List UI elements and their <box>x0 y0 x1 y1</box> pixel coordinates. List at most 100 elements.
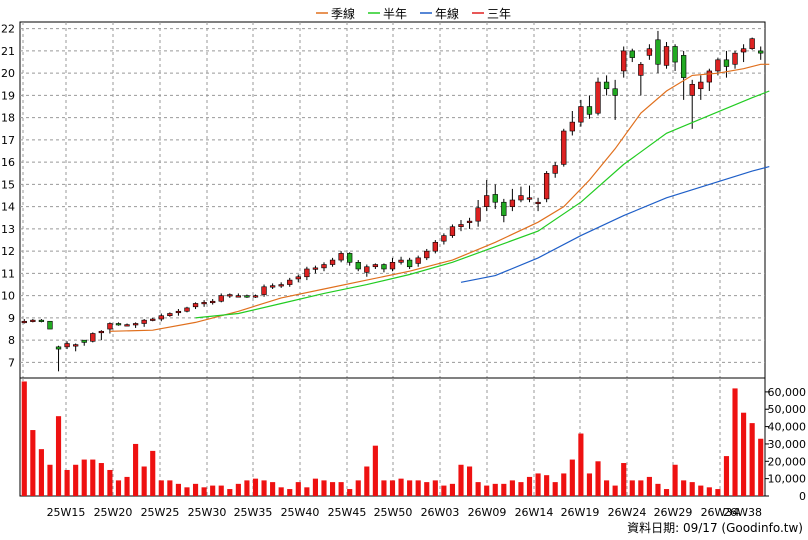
volume-bar <box>432 480 438 496</box>
x-tick-label: 25W40 <box>281 506 320 519</box>
volume-bar <box>509 480 515 496</box>
candle-body <box>723 59 730 67</box>
x-tick-label: 26W24 <box>608 506 647 519</box>
volume-bar <box>355 480 361 496</box>
candle-body <box>586 106 593 115</box>
candle-body <box>398 259 404 263</box>
volume-bar <box>287 489 293 496</box>
volume-bar <box>578 433 584 496</box>
volume-bar <box>612 485 618 496</box>
volume-bar <box>526 476 533 496</box>
volume-bar <box>81 459 87 496</box>
volume-tick-label: 40,000 <box>768 421 807 434</box>
candle-body <box>132 323 139 326</box>
volume-bar <box>244 480 250 496</box>
candle-body <box>569 121 575 132</box>
candle-body <box>381 264 387 270</box>
candle-body <box>646 48 653 56</box>
candle-body <box>261 286 267 295</box>
volume-bar <box>201 487 207 496</box>
candle-body <box>355 261 361 270</box>
volume-bar <box>415 480 421 496</box>
x-tick-label: 25W35 <box>234 506 273 519</box>
candle-body <box>21 320 27 324</box>
candle-body <box>466 220 473 223</box>
price-tick-label: 20 <box>1 67 15 80</box>
candle-body <box>578 106 584 123</box>
price-tick-label: 21 <box>1 45 15 58</box>
volume-bar <box>672 464 678 496</box>
candle-body <box>30 319 36 322</box>
candle-body <box>244 295 250 298</box>
volume-bar <box>381 480 387 496</box>
volume-bar <box>21 381 27 496</box>
volume-bar <box>749 423 755 496</box>
volume-bar <box>449 483 456 496</box>
candle-body <box>227 294 233 297</box>
volume-bar <box>295 482 301 496</box>
candle-body <box>663 46 670 66</box>
candle-body <box>295 276 301 280</box>
volume-bar <box>467 466 473 496</box>
candle-body <box>389 261 396 270</box>
price-tick-label: 12 <box>1 245 15 258</box>
price-tick-label: 9 <box>8 312 15 325</box>
candle-body <box>449 226 456 236</box>
volume-bar <box>304 487 310 496</box>
x-tick-label: 26W14 <box>515 506 554 519</box>
volume-bar <box>706 487 712 496</box>
candle-body <box>252 295 259 298</box>
candle-body <box>441 235 447 242</box>
x-tick-label: 25W15 <box>47 506 86 519</box>
candle-body <box>235 295 242 298</box>
volume-bar <box>210 485 216 496</box>
volume-bar <box>270 482 276 496</box>
candle-body <box>749 38 755 49</box>
price-tick-label: 8 <box>8 334 15 347</box>
volume-bar <box>569 459 575 496</box>
candle-body <box>655 39 661 65</box>
candle-body <box>758 50 764 54</box>
volume-panel: 0 10,000 20,000 30,000 40,000 50,000 60,000 <box>19 377 807 503</box>
volume-bar <box>30 430 36 496</box>
volume-bar <box>424 482 430 496</box>
candle-body <box>278 284 284 287</box>
volume-bar <box>475 482 481 496</box>
volume-bar <box>235 483 241 496</box>
ma-half-year-line <box>195 90 770 319</box>
volume-bar <box>192 483 199 496</box>
candle-body <box>740 48 747 53</box>
volume-bar <box>646 476 652 496</box>
volume-frame <box>19 377 766 497</box>
volume-bar <box>115 480 122 496</box>
candle-body <box>338 253 344 261</box>
candle-body <box>595 81 601 114</box>
volume-bar <box>407 480 413 496</box>
volume-bar <box>124 476 130 496</box>
volume-bar <box>338 482 344 496</box>
candle-body <box>638 63 644 76</box>
candle-body <box>406 259 413 268</box>
candle-body <box>287 279 293 285</box>
candle-body <box>415 257 421 264</box>
candle-body <box>698 81 704 90</box>
candle-body <box>175 310 182 314</box>
volume-bar <box>227 489 233 496</box>
volume-tick-label: 30,000 <box>768 438 807 451</box>
price-tick-label: 16 <box>1 156 15 169</box>
price-tick-label: 11 <box>1 267 15 280</box>
candle-body <box>364 266 370 273</box>
price-y-axis: 7 8 9 10 11 12 13 14 15 16 17 18 19 20 21 22 <box>1 23 15 370</box>
candle-body <box>347 253 353 263</box>
price-panel: 7 8 9 10 11 12 13 14 15 16 17 18 19 20 21 22 <box>1 21 770 379</box>
candle-body <box>73 344 79 347</box>
volume-bar <box>552 482 558 496</box>
candlesticks <box>21 30 764 372</box>
candle-body <box>621 50 627 72</box>
price-tick-label: 15 <box>1 178 15 191</box>
candle-body <box>184 307 190 312</box>
volume-bar <box>175 483 181 496</box>
volume-bar <box>698 485 704 496</box>
x-tick-label: 25W30 <box>188 506 227 519</box>
volume-bar <box>518 482 524 496</box>
